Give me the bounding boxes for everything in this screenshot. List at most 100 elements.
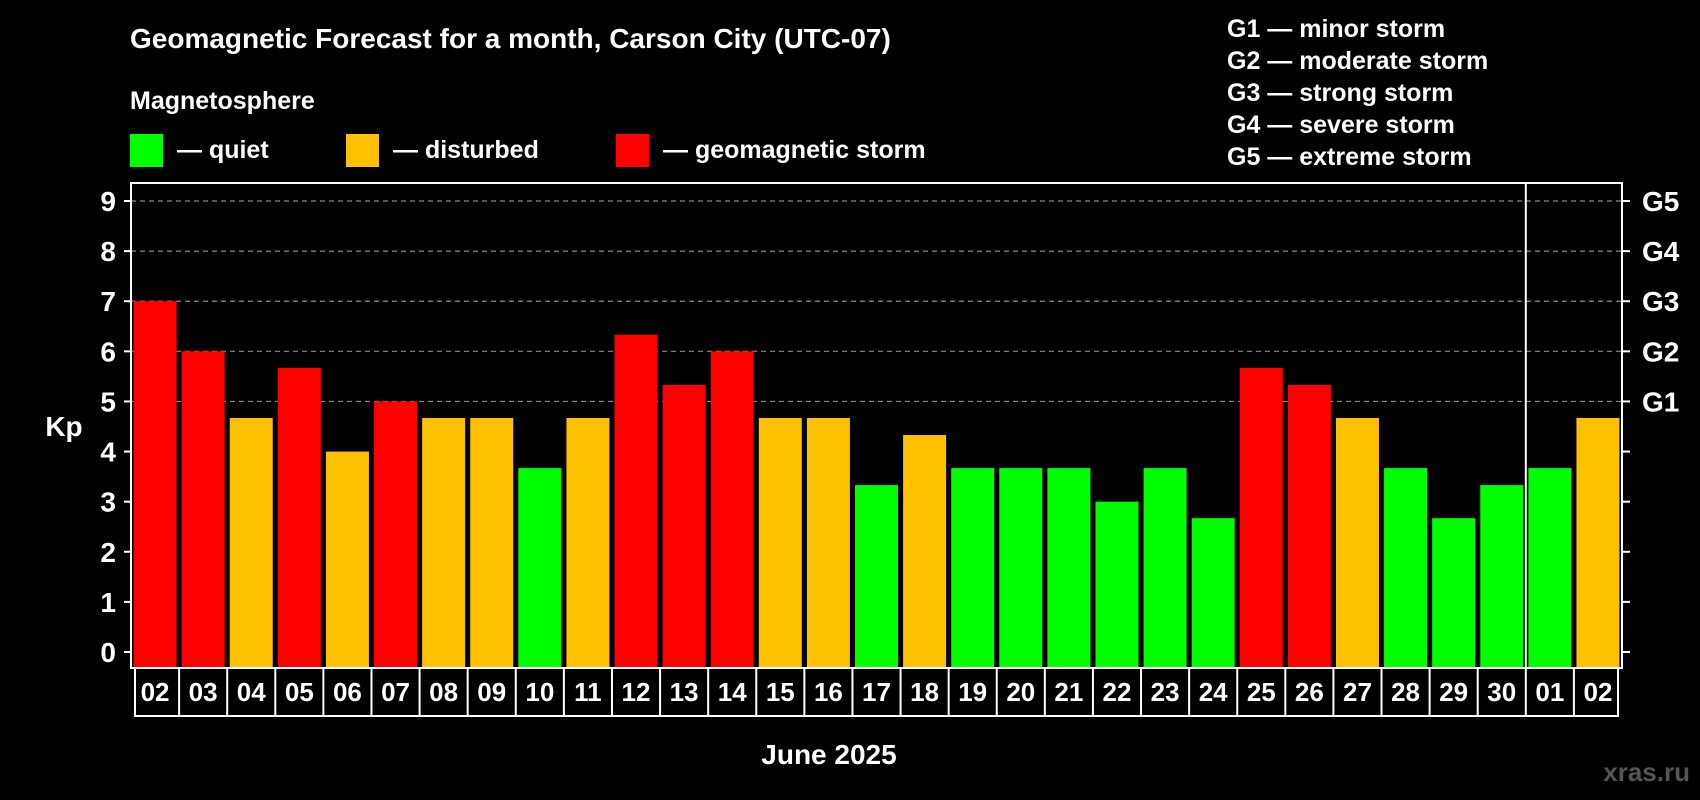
chart-title: Geomagnetic Forecast for a month, Carson… [130, 23, 891, 54]
x-tick-label: 11 [574, 677, 602, 707]
bar [1528, 468, 1572, 668]
bar [181, 351, 225, 668]
bar [1432, 518, 1476, 668]
bar [806, 417, 850, 668]
x-tick-label: 12 [622, 677, 651, 707]
x-tick-label: 10 [525, 677, 554, 707]
x-tick-label: 20 [1006, 677, 1035, 707]
bar [1384, 468, 1428, 668]
bar [951, 468, 995, 668]
y-tick-label: 7 [100, 286, 116, 317]
g-scale-label: G3 [1642, 286, 1679, 317]
bars [133, 301, 1620, 668]
bar [855, 485, 898, 668]
y-tick-label: 5 [100, 386, 116, 417]
bar [1047, 468, 1091, 668]
storm-scale-legend: G1 — minor storm G2 — moderate storm G3 — … [1227, 15, 1488, 171]
watermark: xras.ru [1603, 757, 1690, 787]
bar [1480, 485, 1524, 668]
x-tick-label: 13 [670, 677, 699, 707]
bar [662, 384, 706, 668]
x-tick-label: 01 [1535, 677, 1564, 707]
bar [1095, 501, 1139, 668]
y-axis-label: Kp [45, 411, 82, 442]
bar [999, 468, 1043, 668]
x-tick-label: 29 [1439, 677, 1468, 707]
g-scale-label: G1 [1642, 386, 1679, 417]
storm-scale-item: G5 — extreme storm [1227, 143, 1472, 171]
x-tick-label: 03 [189, 677, 218, 707]
bar [518, 468, 562, 668]
x-tick-label: 26 [1295, 677, 1324, 707]
y-tick-label: 4 [100, 437, 116, 468]
legend-heading: Magnetosphere [130, 87, 315, 115]
legend-label-storm: — geomagnetic storm [663, 136, 926, 164]
y-tick-label: 3 [100, 487, 116, 518]
x-tick-label: 19 [958, 677, 987, 707]
x-tick-label: 06 [333, 677, 362, 707]
x-tick-label: 07 [381, 677, 410, 707]
date-row-border [134, 667, 1619, 717]
bar [229, 417, 273, 668]
legend-label-quiet: — quiet [177, 136, 269, 164]
x-tick-label: 16 [814, 677, 843, 707]
bar [1576, 417, 1620, 668]
x-axis: 02 03 04 05 06 07 08 09 10 11 12 13 14 15 16 17 18 19 20 21… [134, 667, 1619, 717]
x-tick-label: 22 [1103, 677, 1132, 707]
x-tick-label: 25 [1247, 677, 1276, 707]
bar [710, 351, 754, 668]
y-tick-label: 9 [100, 186, 116, 217]
storm-scale-item: G2 — moderate storm [1227, 47, 1488, 75]
bar [1239, 367, 1283, 668]
y-tick-label: 2 [100, 537, 116, 568]
legend: — quiet — disturbed — geomagnetic storm [130, 134, 926, 167]
x-tick-label: 30 [1487, 677, 1516, 707]
y-tick-label: 8 [100, 236, 116, 267]
bar [1335, 417, 1379, 668]
x-tick-label: 02 [141, 677, 170, 707]
g-scale-label: G5 [1642, 186, 1679, 217]
x-tick-label: 17 [862, 677, 891, 707]
x-tick-label: 21 [1054, 677, 1083, 707]
bar [903, 435, 947, 668]
x-tick-label: 23 [1151, 677, 1180, 707]
x-tick-label: 28 [1391, 677, 1420, 707]
x-tick-label: 09 [477, 677, 506, 707]
bar [325, 451, 369, 668]
legend-swatch-quiet [130, 134, 163, 167]
x-tick-label: 05 [285, 677, 314, 707]
storm-scale-item: G1 — minor storm [1227, 15, 1445, 43]
x-tick-label: 15 [766, 677, 795, 707]
x-tick-label: 27 [1343, 677, 1372, 707]
legend-swatch-disturbed [346, 134, 379, 167]
bar [374, 401, 418, 668]
bar [1191, 518, 1235, 668]
storm-scale-item: G4 — severe storm [1227, 111, 1455, 139]
legend-swatch-storm [616, 134, 649, 167]
g-scale-label: G4 [1642, 236, 1680, 267]
g-scale-label: G2 [1642, 336, 1679, 367]
gridlines [131, 200, 1622, 403]
bar [614, 334, 658, 668]
x-tick-label: 14 [718, 677, 747, 707]
y-tick-label: 1 [100, 587, 116, 618]
x-tick-label: 04 [237, 677, 266, 707]
x-tick-label: 18 [910, 677, 939, 707]
y-axis-right: G1 G2 G3 G4 G5 [1622, 186, 1680, 653]
x-axis-label: June 2025 [761, 739, 896, 770]
legend-label-disturbed: — disturbed [393, 136, 539, 164]
bar [758, 417, 802, 668]
bar [470, 417, 514, 668]
y-tick-label: 0 [100, 637, 116, 668]
x-tick-label: 02 [1583, 677, 1612, 707]
x-tick-label: 08 [429, 677, 458, 707]
storm-scale-item: G3 — strong storm [1227, 79, 1453, 107]
y-axis-left: 0 1 2 3 4 5 6 7 8 9 [100, 186, 131, 668]
bar [566, 417, 610, 668]
bar [133, 301, 177, 668]
x-tick-label: 24 [1199, 677, 1228, 707]
bar [1143, 468, 1187, 668]
y-tick-label: 6 [100, 336, 116, 367]
bar [277, 367, 321, 668]
